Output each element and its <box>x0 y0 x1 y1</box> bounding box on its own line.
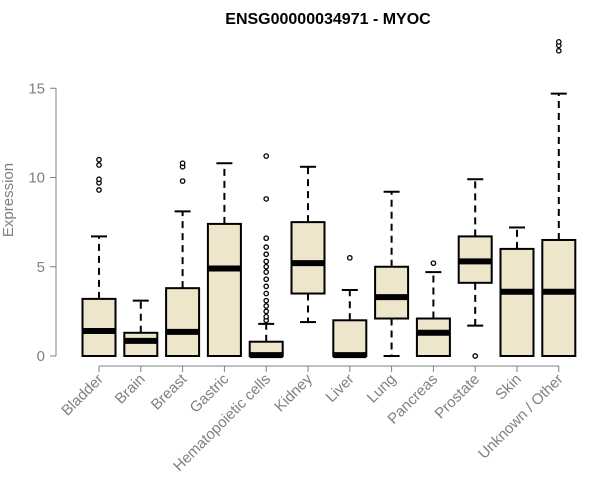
outlier-point <box>96 176 102 183</box>
iqr-box <box>499 247 535 357</box>
box-group <box>541 38 577 358</box>
iqr-box <box>206 222 242 357</box>
x-tick-label: Breast <box>148 370 191 413</box>
iqr-box <box>81 297 117 358</box>
box-group <box>332 254 368 359</box>
box-group <box>81 156 117 358</box>
box-group <box>415 260 451 358</box>
outlier-point <box>263 297 270 304</box>
iqr-box <box>541 238 577 358</box>
boxes-layer <box>81 38 577 359</box>
outlier-point <box>96 162 102 168</box>
outlier-point <box>263 244 270 250</box>
box-group <box>374 190 410 357</box>
y-tick-label: 10 <box>28 170 45 187</box>
outlier-point <box>263 269 270 275</box>
outlier-point <box>263 153 270 159</box>
outlier-point <box>555 38 562 45</box>
outlier-point <box>263 308 270 315</box>
outlier-point <box>346 254 353 261</box>
outlier-point <box>263 263 270 270</box>
iqr-box <box>290 221 326 295</box>
x-tick-label: Kidney <box>271 370 316 415</box>
outlier-point <box>263 313 270 320</box>
box-group <box>248 153 284 359</box>
box-group <box>499 226 535 357</box>
box-group <box>457 178 493 359</box>
outlier-point <box>430 260 437 267</box>
outlier-point <box>263 235 270 242</box>
outlier-point <box>472 353 479 359</box>
outlier-point <box>263 303 270 309</box>
x-tick-label: Skin <box>492 371 525 404</box>
iqr-box <box>165 287 201 358</box>
x-tick-label: Prostate <box>431 371 483 423</box>
outlier-point <box>179 160 186 167</box>
outlier-point <box>263 283 270 290</box>
outlier-point <box>179 178 186 184</box>
x-tick-label: Brain <box>112 371 149 408</box>
iqr-box <box>123 331 159 358</box>
y-axis: 0 5 10 15 <box>28 80 57 365</box>
y-axis-label: Expression <box>0 163 17 237</box>
iqr-box <box>332 319 368 357</box>
outlier-point <box>263 258 270 265</box>
x-tick-label: Bladder <box>58 371 107 420</box>
x-tick-label: Lung <box>364 371 400 407</box>
iqr-box <box>374 265 410 320</box>
y-tick-label: 0 <box>37 348 45 365</box>
outlier-point <box>263 276 270 283</box>
y-tick-label: 15 <box>28 80 45 97</box>
box-group <box>290 165 326 324</box>
y-tick-label: 5 <box>37 259 45 276</box>
box-group <box>206 162 242 357</box>
chart-title: ENSG00000034971 - MYOC <box>225 11 431 28</box>
x-tick-label: Liver <box>323 371 358 406</box>
iqr-box <box>415 317 451 358</box>
outlier-point <box>96 156 102 163</box>
box-group <box>165 160 201 358</box>
outlier-point <box>263 290 270 297</box>
outlier-point <box>96 187 102 193</box>
outlier-point <box>263 251 270 258</box>
box-group <box>123 299 159 358</box>
outlier-point <box>555 47 562 54</box>
outlier-point <box>263 196 270 202</box>
